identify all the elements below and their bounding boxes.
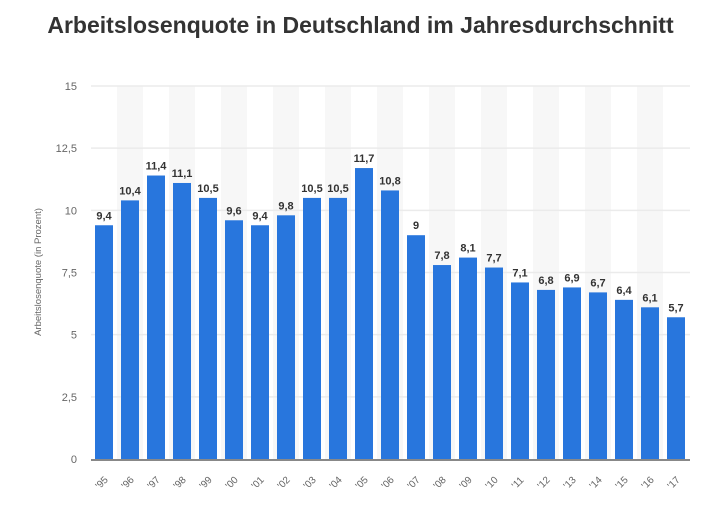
x-tick-label: '06: [380, 474, 397, 491]
x-tick-label: '97: [146, 474, 163, 491]
data-label: 9,6: [226, 205, 241, 217]
x-tick-label: '15: [614, 474, 631, 491]
x-tick-label: '09: [458, 474, 475, 491]
bar-09: [459, 257, 477, 459]
bar-05: [355, 168, 373, 459]
x-tick-label: '14: [588, 474, 605, 491]
data-label: 10,5: [197, 183, 218, 195]
bar-13: [563, 287, 581, 459]
bar-16: [641, 307, 659, 459]
x-tick-label: '12: [536, 474, 553, 491]
bar-00: [225, 220, 243, 459]
bar-12: [537, 289, 555, 459]
data-label: 9,8: [278, 200, 293, 212]
data-label: 5,7: [668, 302, 683, 314]
data-label: 10,5: [327, 183, 348, 195]
x-tick-label: '08: [432, 474, 449, 491]
x-tick-label: '96: [120, 474, 137, 491]
x-tick-label: '03: [302, 474, 319, 491]
x-tick-label: '11: [510, 475, 527, 492]
data-label: 9: [413, 220, 419, 232]
x-tick-label: '16: [640, 474, 657, 491]
x-tick-label: '02: [276, 474, 293, 491]
x-tick-label: '07: [406, 474, 423, 491]
x-tick-label: '17: [666, 474, 683, 491]
data-label: 10,5: [301, 183, 322, 195]
bar-03: [303, 197, 321, 459]
bar-96: [121, 200, 139, 460]
x-tick-label: '99: [198, 474, 215, 491]
data-label: 7,7: [486, 253, 501, 265]
data-label: 6,1: [642, 292, 657, 304]
y-tick-label: 15: [65, 81, 77, 93]
data-label: 9,4: [252, 210, 268, 222]
data-label: 10,4: [119, 185, 141, 197]
x-tick-label: '10: [484, 474, 501, 491]
bar-99: [199, 197, 217, 459]
data-label: 10,8: [379, 175, 400, 187]
bar-15: [615, 299, 633, 459]
data-label: 6,8: [538, 275, 553, 287]
chart-title: Arbeitslosenquote in Deutschland im Jahr…: [47, 12, 674, 38]
bar-07: [407, 235, 425, 459]
bar-10: [485, 267, 503, 459]
bar-02: [277, 215, 295, 459]
bar-06: [381, 190, 399, 459]
y-tick-label: 12,5: [56, 143, 77, 155]
data-label: 11,1: [172, 168, 193, 180]
data-label: 7,8: [434, 250, 449, 262]
x-tick-label: '13: [562, 474, 579, 491]
x-tick-label: '98: [172, 474, 189, 491]
data-label: 9,4: [96, 210, 112, 222]
bar-04: [329, 197, 347, 459]
data-label: 6,9: [564, 272, 579, 284]
data-label: 8,1: [460, 243, 475, 255]
x-tick-label: '05: [354, 474, 371, 491]
x-tick-label: '00: [224, 474, 241, 491]
y-tick-label: 2,5: [62, 392, 77, 404]
bar-08: [433, 265, 451, 459]
bar-17: [667, 317, 685, 459]
data-label: 6,7: [590, 277, 605, 289]
bar-95: [95, 225, 113, 459]
bar-01: [251, 225, 269, 459]
data-label: 7,1: [512, 267, 527, 279]
x-tick-label: '95: [94, 474, 111, 491]
x-tick-label: '04: [328, 474, 345, 491]
y-tick-label: 7,5: [62, 268, 77, 280]
bar-14: [589, 292, 607, 459]
y-axis-label: Arbeitslosenquote (in Prozent): [33, 208, 44, 336]
y-tick-label: 5: [71, 330, 77, 342]
bar-97: [147, 175, 165, 459]
bar-11: [511, 282, 529, 459]
y-tick-label: 0: [71, 454, 77, 466]
x-tick-label: '01: [250, 474, 267, 491]
data-label: 11,7: [354, 153, 375, 165]
data-label: 11,4: [146, 161, 168, 173]
data-label: 6,4: [616, 285, 632, 297]
y-tick-label: 10: [65, 205, 77, 217]
bar-98: [173, 182, 191, 460]
